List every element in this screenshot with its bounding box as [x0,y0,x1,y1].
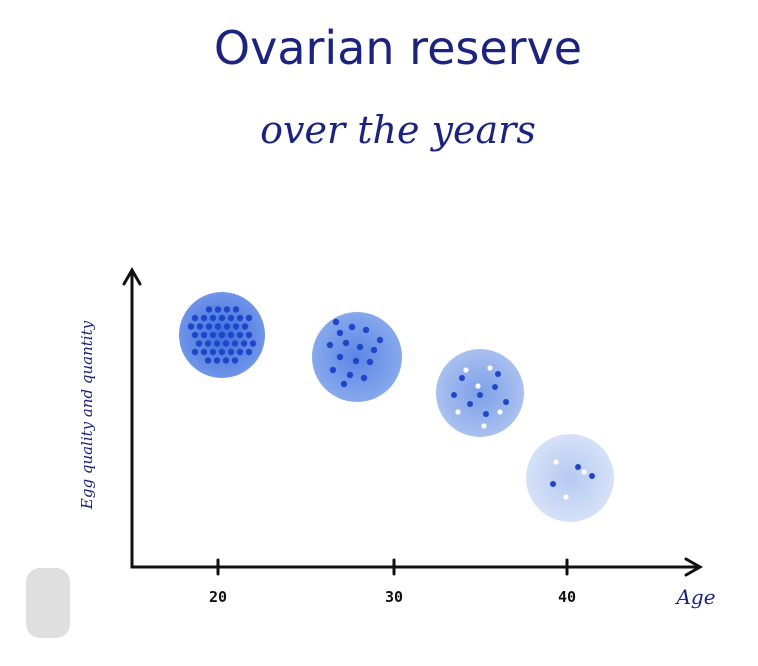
egg-dot [348,323,356,331]
egg-dot [209,348,217,356]
x-tick-label: 40 [558,588,576,606]
egg-dot [214,323,222,330]
egg-dot [204,357,212,364]
egg-dot [222,340,230,347]
egg-dot [196,323,204,330]
egg-dot [495,371,501,377]
ovary [526,434,614,522]
egg-dot [329,366,337,374]
egg-dot [360,374,368,382]
egg-dot [191,348,199,356]
egg-dot [209,331,217,339]
egg-dot [231,340,239,347]
egg-dot [227,348,235,356]
y-label: Egg quality and quantity [78,320,96,510]
egg-dot [240,340,248,347]
title: Ovarian reserve [214,21,582,75]
egg-dot [218,331,226,339]
egg-dot [332,318,340,326]
tick-marks [216,558,569,576]
egg-dot [459,375,465,381]
egg-dot [340,380,348,388]
egg-dot [487,365,493,371]
egg-dot [497,409,503,415]
ovaries [179,292,614,522]
egg-dot [209,314,217,322]
egg-dot [336,353,344,361]
egg-dot [342,339,350,347]
egg-dot [336,329,344,337]
axes [122,266,704,577]
egg-dot [326,341,334,349]
egg-dot [370,346,378,354]
egg-dot [191,314,199,322]
egg-dot [249,340,257,347]
egg-dot [475,383,481,389]
egg-dot [356,343,364,351]
egg-dot [218,314,226,322]
egg-dot [223,306,231,313]
egg-dot [245,348,253,356]
egg-dot [222,357,230,364]
egg-dot [463,367,469,373]
egg-dot [481,423,487,429]
egg-dot [455,409,461,415]
egg-dot [376,336,384,344]
x-tick-label: 20 [209,588,227,606]
egg-dot [241,323,249,330]
egg-dot [346,371,354,379]
egg-dot [503,399,509,405]
egg-dot [232,306,240,313]
egg-dot [483,411,489,417]
egg-dot [467,401,473,407]
egg-dot [563,494,569,500]
egg-dot [232,323,240,330]
egg-dot [205,306,213,313]
egg-dot [575,464,581,470]
egg-dot [236,348,244,356]
egg-dot [245,331,253,339]
egg-dot [218,348,226,356]
egg-dot [200,348,208,356]
egg-dot [236,314,244,322]
subtitle: over the years [260,108,536,152]
egg-dot [223,323,231,330]
egg-dot [366,358,374,366]
egg-dot [589,473,595,479]
egg-dot [205,323,213,330]
egg-dot [362,326,370,334]
egg-dot [231,357,239,364]
egg-dot [352,357,360,365]
watermark-shape [26,568,70,638]
x-label: Age [674,585,715,609]
egg-dot [195,340,203,347]
egg-dot [227,331,235,339]
egg-dot [550,481,556,487]
x-arrow [684,557,704,577]
egg-dot [204,340,212,347]
watermark [26,568,70,638]
egg-dot [236,331,244,339]
egg-dot [492,384,498,390]
egg-dot [581,469,587,475]
egg-dot [245,314,253,322]
egg-dot [227,314,235,322]
egg-dot [200,314,208,322]
egg-dot [213,340,221,347]
axis-lines [130,270,700,569]
ovary [312,312,402,402]
egg-dot [451,392,457,398]
egg-dot [200,331,208,339]
x-tick-label: 30 [385,588,403,606]
egg-dot [191,331,199,339]
egg-dot [187,323,195,330]
egg-dot [477,392,483,398]
egg-dot [553,459,559,465]
y-arrow [122,266,142,286]
egg-dot [213,357,221,364]
egg-dot [214,306,222,313]
